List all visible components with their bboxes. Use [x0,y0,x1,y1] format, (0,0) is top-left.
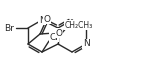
Text: N: N [39,15,45,24]
Text: O: O [55,28,62,38]
Text: Br: Br [4,24,14,32]
Text: O: O [44,15,51,24]
Text: Cl: Cl [50,32,58,42]
Text: CH₂CH₃: CH₂CH₃ [65,20,93,30]
Text: N: N [83,40,89,48]
